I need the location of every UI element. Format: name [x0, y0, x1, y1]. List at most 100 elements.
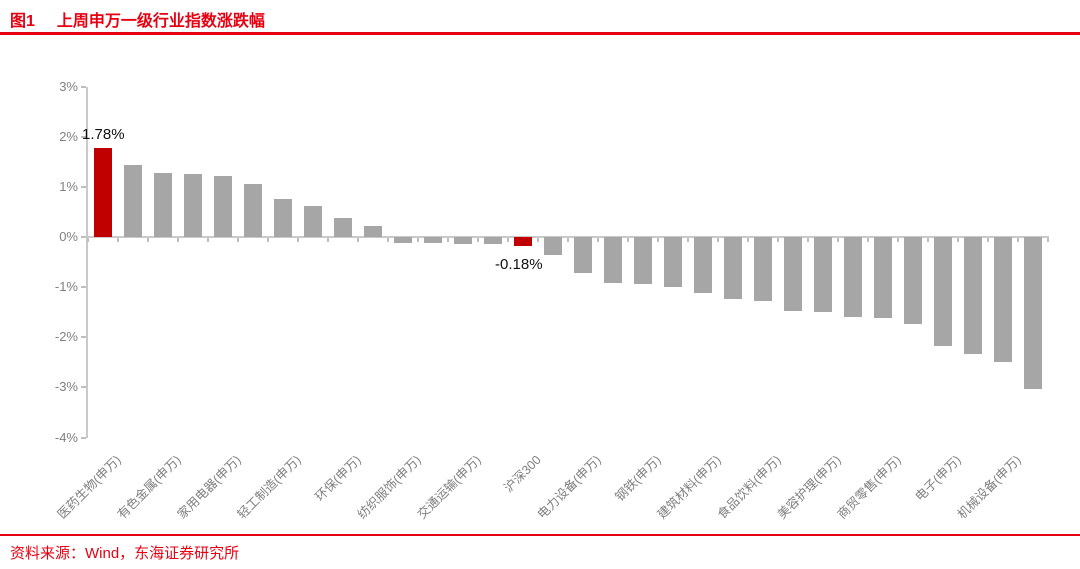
y-axis-tick — [81, 85, 86, 88]
x-category-label: 交通运输(申万) — [414, 452, 484, 522]
bar-食品饮料(申万) — [754, 237, 772, 301]
x-axis-tick — [447, 238, 449, 242]
bar-series-18 — [604, 237, 622, 284]
x-axis-tick — [807, 238, 809, 242]
x-category-label: 纺织服饰(申万) — [354, 452, 424, 522]
y-axis-tick — [81, 286, 86, 289]
x-axis-tick — [717, 238, 719, 242]
source-note: 资料来源：Wind，东海证券研究所 — [10, 545, 240, 562]
bar-建筑材料(申万) — [694, 237, 712, 294]
y-axis-tick — [81, 236, 86, 238]
y-axis-tick-label: -4% — [54, 429, 78, 445]
x-axis-tick — [1047, 238, 1049, 242]
x-axis-tick — [507, 238, 509, 242]
bar-纺织服饰(申万) — [394, 237, 412, 243]
figure-title: 图1 上周申万一级行业指数涨跌幅 — [10, 7, 265, 31]
x-axis-tick — [387, 238, 389, 242]
x-axis-tick — [477, 238, 479, 242]
y-axis-tick-label: -2% — [54, 329, 78, 345]
x-axis-tick — [327, 238, 329, 242]
bar-series-16 — [544, 237, 562, 256]
x-category-label: 钢铁(申万) — [612, 452, 664, 504]
x-category-label: 电子(申万) — [912, 452, 964, 504]
y-axis-tick-label: -3% — [54, 379, 78, 395]
x-axis-tick — [687, 238, 689, 242]
x-axis-tick — [987, 238, 989, 242]
y-axis-tick-label: 1% — [59, 178, 78, 194]
figure-label: 图1 — [10, 13, 35, 30]
bar-series-32 — [1024, 237, 1042, 389]
bar-value-label: 1.78% — [82, 125, 125, 143]
bar-机械设备(申万) — [994, 237, 1012, 362]
bar-环保(申万) — [334, 217, 352, 237]
y-axis-tick — [81, 386, 86, 389]
x-axis-tick — [837, 238, 839, 242]
bar-医药生物(申万) — [94, 147, 112, 237]
x-axis-tick — [747, 238, 749, 242]
bar-series-4 — [184, 174, 202, 237]
x-category-label: 建筑材料(申万) — [654, 452, 724, 522]
x-axis-tick — [147, 238, 149, 242]
x-axis-tick — [267, 238, 269, 242]
x-category-label: 环保(申万) — [312, 452, 364, 504]
bar-电子(申万) — [934, 237, 952, 347]
x-category-label: 医药生物(申万) — [54, 452, 124, 522]
x-category-label: 食品饮料(申万) — [714, 452, 784, 522]
bar-series-26 — [844, 237, 862, 317]
y-axis-tick — [81, 135, 86, 138]
bar-轻工制造(申万) — [274, 199, 292, 237]
x-axis-tick — [867, 238, 869, 242]
x-axis-tick — [177, 238, 179, 242]
bar-series-2 — [124, 165, 142, 237]
y-axis-tick — [81, 336, 86, 339]
bar-series-8 — [304, 205, 322, 237]
bar-series-22 — [724, 237, 742, 300]
x-axis-tick — [87, 238, 89, 242]
y-axis-tick-label: 2% — [59, 128, 78, 144]
bar-钢铁(申万) — [634, 237, 652, 284]
x-category-label: 沪深300 — [501, 452, 544, 496]
bar-有色金属(申万) — [154, 173, 172, 237]
x-category-label: 有色金属(申万) — [114, 452, 184, 522]
bar-value-label: -0.18% — [495, 256, 543, 274]
x-axis-tick — [927, 238, 929, 242]
x-axis-tick — [627, 238, 629, 242]
bar-series-12 — [424, 237, 442, 244]
page-title: 上周申万一级行业指数涨跌幅 — [56, 13, 265, 30]
bar-商贸零售(申万) — [874, 237, 892, 318]
x-category-label: 商贸零售(申万) — [834, 452, 904, 522]
y-axis-tick — [81, 185, 86, 188]
x-axis-tick — [357, 238, 359, 242]
x-axis-tick — [897, 238, 899, 242]
bar-series-10 — [364, 226, 382, 237]
bar-series-30 — [964, 237, 982, 354]
x-axis-tick — [657, 238, 659, 242]
x-axis-tick — [597, 238, 599, 242]
bar-沪深300 — [514, 237, 532, 247]
x-axis-tick — [537, 238, 539, 242]
bar-series-20 — [664, 237, 682, 288]
x-category-label: 美容护理(申万) — [774, 452, 844, 522]
x-category-label: 机械设备(申万) — [954, 452, 1024, 522]
x-axis-tick — [777, 238, 779, 242]
x-axis-tick — [1017, 238, 1019, 242]
x-axis-tick — [297, 238, 299, 242]
y-axis-tick-label: -1% — [54, 279, 78, 295]
y-axis-tick-label: 0% — [59, 229, 78, 244]
footer-divider — [0, 534, 1080, 536]
bar-家用电器(申万) — [214, 176, 232, 237]
y-axis-tick — [81, 436, 86, 439]
bar-交通运输(申万) — [454, 237, 472, 244]
bar-series-28 — [904, 237, 922, 324]
y-axis-line — [86, 86, 88, 438]
bar-series-24 — [784, 237, 802, 311]
x-axis-tick — [117, 238, 119, 242]
bar-series-6 — [244, 184, 262, 237]
x-category-label: 轻工制造(申万) — [234, 452, 304, 522]
title-underline — [0, 32, 1080, 35]
x-axis-tick — [207, 238, 209, 242]
x-axis-tick — [957, 238, 959, 242]
x-axis-tick — [237, 238, 239, 242]
x-category-label: 家用电器(申万) — [174, 452, 244, 522]
